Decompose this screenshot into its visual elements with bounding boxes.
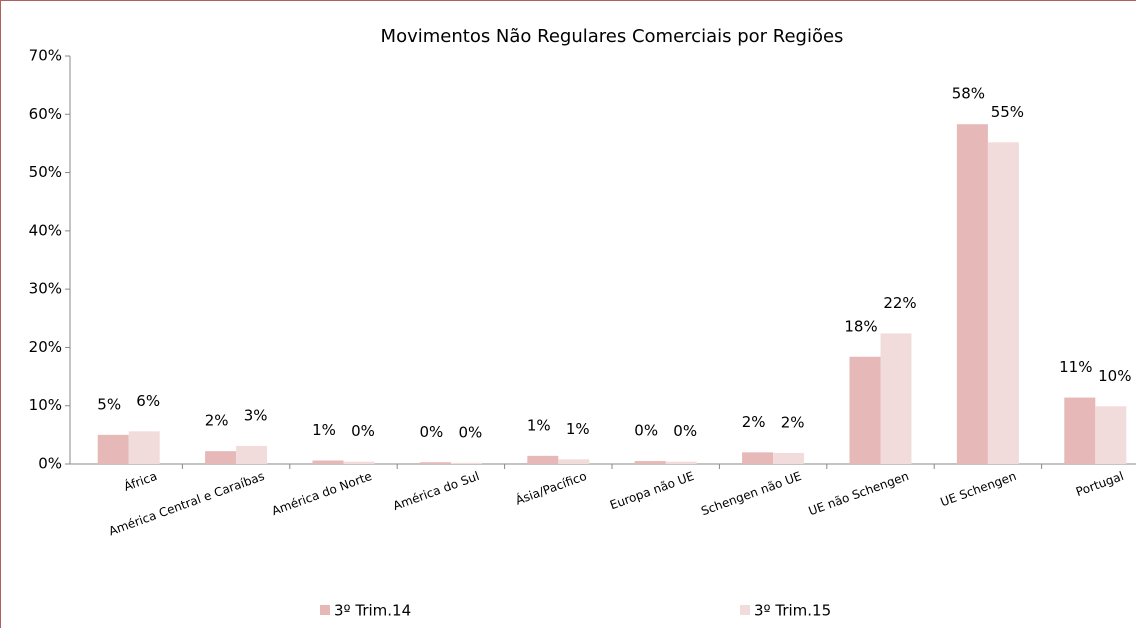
value-label: 0% (634, 422, 658, 440)
bar (128, 431, 160, 464)
value-label: 1% (527, 416, 551, 434)
bar (343, 461, 375, 464)
y-tick-label: 20% (29, 338, 62, 356)
bar (312, 460, 344, 464)
bar (880, 333, 912, 464)
bar (849, 356, 881, 464)
y-tick-label: 40% (29, 221, 62, 239)
legend-label: 3º Trim.14 (334, 602, 411, 620)
bar (956, 124, 988, 465)
bar (665, 461, 697, 464)
legend-swatch (320, 605, 330, 615)
y-tick-label: 50% (29, 163, 62, 181)
bar (634, 461, 666, 464)
value-label: 0% (351, 422, 375, 440)
bar (450, 462, 482, 464)
value-label: 2% (781, 413, 805, 431)
value-label: 3% (244, 406, 268, 424)
y-tick-label: 10% (29, 396, 62, 414)
value-label: 10% (1098, 367, 1131, 385)
value-label: 58% (952, 85, 985, 103)
value-label: 2% (742, 413, 766, 431)
bar (742, 452, 774, 464)
value-label: 2% (205, 412, 229, 430)
bar (558, 459, 590, 464)
value-label: 18% (844, 317, 877, 335)
value-label: 1% (312, 421, 336, 439)
bar (1064, 397, 1096, 464)
legend-label: 3º Trim.15 (754, 602, 831, 620)
bar (97, 434, 129, 464)
value-label: 22% (883, 294, 916, 312)
value-label: 1% (566, 420, 590, 438)
value-label: 0% (673, 422, 697, 440)
bar (419, 462, 451, 464)
bar (236, 445, 268, 464)
bar (987, 142, 1019, 464)
bar (205, 451, 237, 464)
value-label: 0% (420, 423, 444, 441)
y-tick-label: 70% (29, 47, 62, 65)
legend-swatch (740, 605, 750, 615)
value-label: 55% (991, 103, 1024, 121)
value-label: 11% (1059, 358, 1092, 376)
y-tick-label: 30% (29, 280, 62, 298)
chart-title: Movimentos Não Regulares Comerciais por … (381, 26, 844, 47)
bar (527, 455, 559, 464)
bar (1095, 406, 1127, 464)
value-label: 0% (459, 423, 483, 441)
bar (773, 452, 805, 464)
y-tick-label: 0% (38, 455, 62, 473)
y-tick-label: 60% (29, 105, 62, 123)
value-label: 5% (97, 395, 121, 413)
value-label: 6% (136, 392, 160, 410)
